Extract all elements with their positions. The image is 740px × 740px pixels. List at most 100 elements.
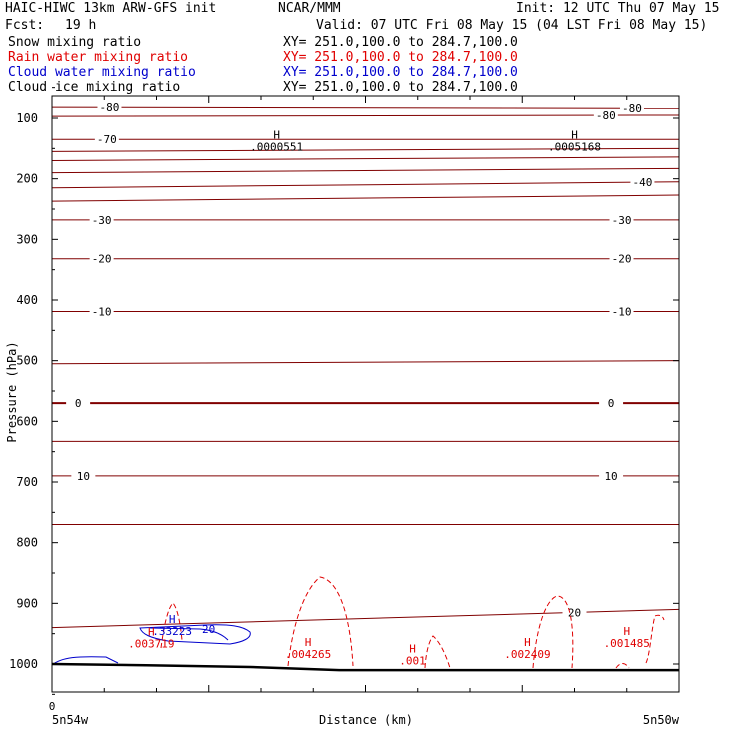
y-tick-label: 800: [16, 536, 38, 550]
rain-contour: [532, 595, 574, 669]
contour-label: 20: [568, 606, 581, 619]
max-marker: H: [409, 643, 416, 656]
contour-label: -80: [622, 102, 642, 115]
contour-label-mask: [89, 252, 114, 265]
max-value: .33223: [152, 625, 192, 638]
field-name-cloud-ice: Cloud ice mixing ratio: [8, 80, 181, 95]
rain-contour: [160, 602, 183, 649]
cloud-water-contour: [51, 656, 119, 666]
max-value: .002409: [504, 648, 550, 661]
rain-contours: [160, 576, 665, 669]
forecast-hour: 19 h: [65, 18, 97, 33]
cloud-water-contour-label: 20: [202, 623, 215, 636]
organization: NCAR/MMM: [278, 1, 341, 16]
max-value: .004265: [285, 648, 331, 661]
plot-frame: [51, 95, 680, 693]
contour-label: -30: [92, 214, 112, 227]
contour-label: -80: [100, 101, 120, 114]
model-title: HAIC-HIWC 13km ARW-GFS init: [5, 1, 217, 16]
field-name-cloud-water: Cloud water mixing ratio: [8, 65, 196, 80]
contour-label: -70: [97, 133, 117, 146]
contour-label-mask: [66, 397, 91, 410]
contour-label-mask: [630, 176, 655, 189]
max-marker: H: [273, 129, 280, 142]
contour-label: 10: [77, 470, 90, 483]
temperature-contour: [51, 156, 680, 161]
contour-label-mask: [609, 305, 634, 318]
rain-contour: [424, 635, 451, 669]
x-start-label: 5n54w: [52, 713, 89, 727]
max-value: .0000551: [250, 141, 303, 154]
forecast-label: Fcst:: [5, 18, 45, 33]
temperature-contour: [51, 114, 680, 117]
surface-line: [51, 662, 679, 672]
contour-label: 10: [604, 470, 617, 483]
contour-label-mask: [89, 213, 114, 226]
contour-label: -80: [596, 109, 616, 122]
valid-time: Valid: 07 UTC Fri 08 May 15 (04 LST Fri …: [316, 18, 708, 33]
field-xy-rain: XY= 251.0,100.0 to 284.7,100.0: [283, 50, 518, 65]
y-tick-label: 100: [16, 111, 38, 125]
x-end-label: 5n50w: [643, 713, 680, 727]
y-tick-label: 1000: [9, 657, 38, 671]
contour-label-mask: [71, 469, 96, 482]
contour-label: -10: [92, 306, 112, 319]
max-value: .0005168: [548, 141, 601, 154]
temperature-contour: [51, 106, 680, 109]
y-tick-label: 600: [16, 414, 38, 428]
contour-label: -30: [612, 214, 632, 227]
temperature-contours: -80 -80 -80 -70 -40 -30 -30 -20 -20 -10 -10 0 0 10 10 2…: [51, 101, 680, 629]
temperature-contour: [51, 194, 680, 202]
temperature-contour: [51, 167, 680, 174]
contour-label: 0: [608, 397, 615, 410]
field-name-snow: Snow mixing ratio: [8, 35, 142, 50]
y-axis-label: Pressure (hPa): [5, 341, 19, 442]
surface-terrain: [51, 662, 679, 672]
y-tick-label: 500: [16, 354, 38, 368]
contour-label-mask: [94, 133, 119, 146]
contour-label-mask: [593, 109, 618, 122]
max-value: .003719: [128, 638, 174, 651]
field-xy-snow: XY= 251.0,100.0 to 284.7,100.0: [283, 35, 518, 50]
contour-label-mask: [599, 469, 624, 482]
contour-label-mask: [89, 305, 114, 318]
contour-label: -40: [632, 176, 652, 189]
max-value: .001: [399, 655, 426, 668]
max-marker: H: [169, 613, 176, 626]
contour-label: -10: [612, 306, 632, 319]
temperature-contour: [51, 360, 680, 365]
field-xy-cloud-water: XY= 251.0,100.0 to 284.7,100.0: [283, 65, 518, 80]
y-tick-label: 700: [16, 475, 38, 489]
init-time: Init: 12 UTC Thu 07 May 15: [516, 1, 720, 16]
y-tick-label: 200: [16, 172, 38, 186]
cloud-water-contours: 20: [51, 623, 251, 666]
field-name-rain: Rain water mixing ratio: [8, 50, 189, 65]
temperature-contour: [51, 147, 680, 152]
field-xy-cloud-ice: XY= 251.0,100.0 to 284.7,100.0: [283, 80, 518, 95]
y-tick-label: 300: [16, 232, 38, 246]
contour-label-mask: [609, 252, 634, 265]
contour-label-mask: [97, 101, 122, 114]
y-tick-label: 900: [16, 596, 38, 610]
max-value: .001485: [604, 637, 650, 650]
temperature-contour: [51, 181, 680, 189]
max-marker: H: [524, 636, 531, 649]
contour-label-mask: [609, 213, 634, 226]
x-tick-label: 0: [49, 700, 56, 713]
contour-label-mask: [619, 102, 644, 115]
cloud-water-contour: [149, 627, 229, 641]
max-marker: H: [571, 129, 578, 142]
y-tick-label: 400: [16, 293, 38, 307]
max-marker: H: [623, 625, 630, 638]
rain-contour: [645, 614, 665, 664]
contour-label: -20: [612, 253, 632, 266]
contour-label: 0: [75, 397, 82, 410]
max-marker: H: [305, 636, 312, 649]
x-axis-label: Distance (km): [319, 713, 413, 727]
contour-label: -20: [92, 253, 112, 266]
rain-contour: [615, 663, 630, 669]
max-marker: H: [148, 626, 155, 639]
